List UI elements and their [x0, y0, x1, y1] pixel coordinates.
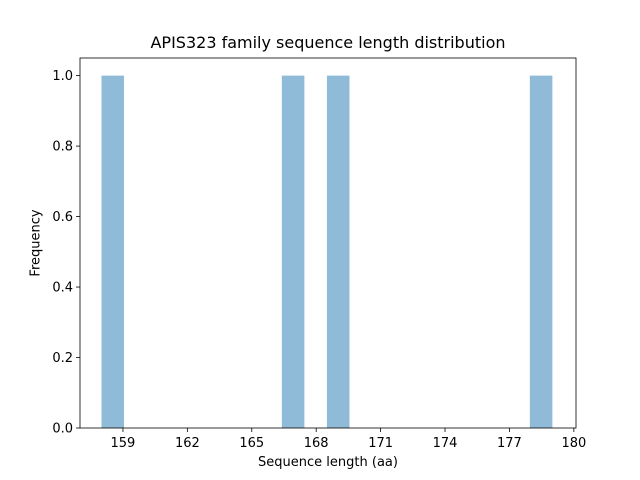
x-tick-label: 174 — [433, 436, 458, 451]
histogram-bar-2 — [281, 75, 305, 428]
x-tick-label: 162 — [175, 436, 200, 451]
x-tick-label: 165 — [239, 436, 264, 451]
x-tick-label: 171 — [368, 436, 393, 451]
histogram-bar-1 — [101, 75, 125, 428]
axes-frame — [79, 57, 577, 429]
y-tick-label: 0.6 — [52, 210, 73, 225]
x-tick-label: 159 — [111, 436, 136, 451]
x-tick-label: 180 — [561, 436, 586, 451]
y-axis-label: Frequency — [28, 209, 44, 277]
histogram-bar-4 — [529, 75, 553, 428]
x-tick-label: 168 — [304, 436, 329, 451]
y-tick-label: 0.2 — [52, 351, 73, 366]
x-axis-label: Sequence length (aa) — [258, 455, 398, 470]
y-tick-label: 0.0 — [52, 422, 73, 437]
histogram-bar-3 — [326, 75, 350, 428]
x-tick-label: 177 — [497, 436, 522, 451]
y-tick-label: 0.8 — [52, 140, 73, 155]
y-tick-label: 1.0 — [52, 69, 73, 84]
y-tick-label: 0.4 — [52, 281, 73, 296]
chart-title: APIS323 family sequence length distribut… — [150, 33, 506, 52]
